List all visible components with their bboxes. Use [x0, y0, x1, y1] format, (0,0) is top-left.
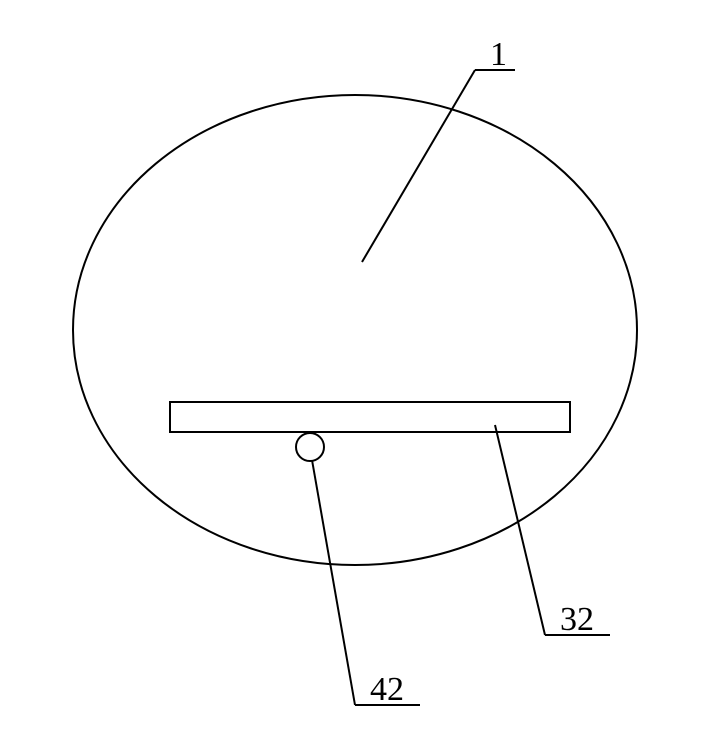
schematic-diagram: 1 32 42 — [0, 0, 723, 732]
callout-label: 1 — [490, 36, 507, 73]
rect-bar — [170, 402, 570, 432]
callout-label: 42 — [370, 671, 404, 708]
leader-line — [362, 70, 475, 262]
small-circle — [296, 433, 324, 461]
ellipse-body — [73, 95, 637, 565]
leader-line — [312, 460, 355, 705]
callout-label: 32 — [560, 601, 594, 638]
leader-lines-group: 1 32 42 — [312, 36, 610, 708]
